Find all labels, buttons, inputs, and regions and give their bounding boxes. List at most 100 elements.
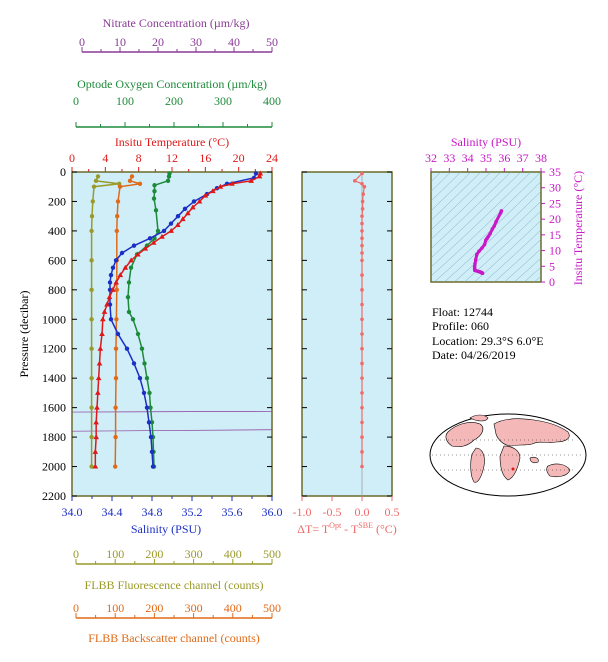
delta-t-point xyxy=(360,258,364,263)
delta-t-point xyxy=(360,361,364,366)
optode-oxygen-concentration-point xyxy=(148,405,153,410)
salinity-point xyxy=(175,213,181,219)
ts-temperature-tick-label: 15 xyxy=(549,228,561,242)
map-graticule xyxy=(432,439,584,471)
nitrate-concentration-line xyxy=(71,410,273,413)
pressure-tick-label: 1800 xyxy=(42,430,66,444)
insitu-temperature-point xyxy=(257,170,264,176)
delta-t-point xyxy=(360,273,364,277)
pressure-tick-label: 400 xyxy=(48,224,66,238)
nitrate-axis-title: Nitrate Concentration (µm/kg) xyxy=(103,16,250,30)
flbb-backscatter-channel-point xyxy=(115,213,120,219)
ts-temperature-tick-label: 25 xyxy=(549,196,561,210)
nitrate-concentration-line xyxy=(71,429,273,432)
salinity-axis-title: Salinity (PSU) xyxy=(131,522,201,536)
insitu-temperature-point xyxy=(142,245,149,251)
oxygen-tick-label: 200 xyxy=(165,94,183,108)
fluorescence-tick-label: 0 xyxy=(73,547,79,561)
salinity-point xyxy=(191,199,197,204)
delta-t-point xyxy=(360,420,364,425)
salinity-point xyxy=(144,405,150,410)
delta-t-point xyxy=(361,192,366,196)
optode-oxygen-concentration-point xyxy=(128,265,134,270)
ts-series xyxy=(472,209,504,276)
delta-t-series xyxy=(353,171,367,496)
flbb-fluorescence-channel-point xyxy=(91,184,97,189)
delta-t-point xyxy=(360,376,364,380)
insitu-temperature-point xyxy=(202,192,209,198)
pressure-tick-label: 600 xyxy=(48,253,66,267)
delta-t-point xyxy=(360,171,364,176)
insitu-temperature-point xyxy=(185,210,191,216)
flbb-backscatter-channel-point xyxy=(115,199,121,204)
delta-t-point xyxy=(360,317,364,322)
optode-oxygen-concentration-point xyxy=(153,208,159,213)
insitu-temperature-point xyxy=(106,294,113,300)
delta-t-tick-label: 0.0 xyxy=(355,505,370,519)
ts-point xyxy=(492,224,497,228)
delta-t-point xyxy=(360,207,365,211)
ts-point xyxy=(482,242,487,247)
salinity-point xyxy=(113,258,119,263)
oxygen-tick-label: 300 xyxy=(214,94,232,108)
nitrate-tick-label: 0 xyxy=(79,35,85,49)
optode-oxygen-concentration-point xyxy=(135,331,141,337)
ts-point xyxy=(477,249,481,253)
profile-panel xyxy=(71,171,273,497)
fluorescence-tick-label: 500 xyxy=(263,547,281,561)
flbb-backscatter-channel-point xyxy=(113,405,118,410)
backscatter-tick-label: 0 xyxy=(73,601,79,615)
float-location-marker xyxy=(511,467,515,471)
profile-number: Profile: 060 xyxy=(432,319,489,333)
insitu-temperature-point xyxy=(113,279,119,285)
delta-t-point xyxy=(353,179,357,183)
optode-oxygen-concentration-point xyxy=(152,188,157,194)
flbb-backscatter-channel-point xyxy=(129,174,135,179)
ts-temperature-tick-label: 5 xyxy=(549,259,555,273)
flbb-backscatter-channel-point xyxy=(113,375,119,381)
salinity-point xyxy=(149,449,155,455)
ts-point xyxy=(494,219,498,224)
delta-t-label-prefix: ΔT= T xyxy=(297,522,330,536)
ts-point xyxy=(480,271,485,276)
salinity-point xyxy=(253,171,259,176)
flbb-fluorescence-channel-point xyxy=(89,287,94,293)
pressure-tick-label: 1400 xyxy=(42,371,66,385)
salinity-point xyxy=(161,228,167,234)
salinity-ticks: 34.0 34.4 34.8 35.2 35.6 36.0 xyxy=(62,496,283,519)
ts-point xyxy=(480,246,484,250)
ts-density-contour xyxy=(483,229,541,282)
ts-temperature-tick-label: 10 xyxy=(549,244,561,258)
temperature-tick-label: 12 xyxy=(166,151,178,165)
salinity-tick-label: 35.2 xyxy=(182,505,203,519)
fluorescence-tick-label: 400 xyxy=(224,547,242,561)
salinity-point xyxy=(141,390,147,396)
ts-salinity-tick-label: 35 xyxy=(480,151,492,165)
ts-salinity-ticks: 32 33 34 35 36 37 38 xyxy=(425,151,547,172)
nitrate-tick-label: 50 xyxy=(266,35,278,49)
delta-t-label-suffix: (°C) xyxy=(373,522,397,536)
ts-salinity-tick-label: 38 xyxy=(535,151,547,165)
delta-t-point xyxy=(360,214,364,218)
temperature-tick-label: 20 xyxy=(233,151,245,165)
salinity-point xyxy=(168,221,174,226)
ts-temperature-title: Insitu Temperature (°C) xyxy=(571,171,585,285)
flbb-backscatter-channel-point xyxy=(114,228,120,234)
optode-oxygen-concentration-point xyxy=(152,183,157,188)
insitu-temperature-point xyxy=(99,331,105,336)
delta-t-point xyxy=(360,229,364,233)
map-land xyxy=(445,414,571,483)
delta-t-axis-title: ΔT= TOpt - TSBE (°C) xyxy=(297,521,397,536)
insitu-temperature-point xyxy=(104,301,110,307)
temperature-axis: Insitu Temperature (°C) 0 4 8 12 16 20 24 xyxy=(69,135,278,172)
salinity-tick-label: 34.4 xyxy=(102,505,123,519)
profile-series xyxy=(71,170,273,469)
pressure-axis-title: Pressure (decibar) xyxy=(17,291,31,378)
ts-salinity-tick-label: 34 xyxy=(462,151,474,165)
oxygen-tick-label: 100 xyxy=(116,94,134,108)
temperature-ticks: 0 4 8 12 16 20 24 xyxy=(69,151,278,172)
salinity-tick-label: 35.6 xyxy=(222,505,243,519)
ts-density-contours xyxy=(431,172,541,282)
backscatter-tick-label: 400 xyxy=(224,601,242,615)
salinity-point xyxy=(110,265,116,270)
